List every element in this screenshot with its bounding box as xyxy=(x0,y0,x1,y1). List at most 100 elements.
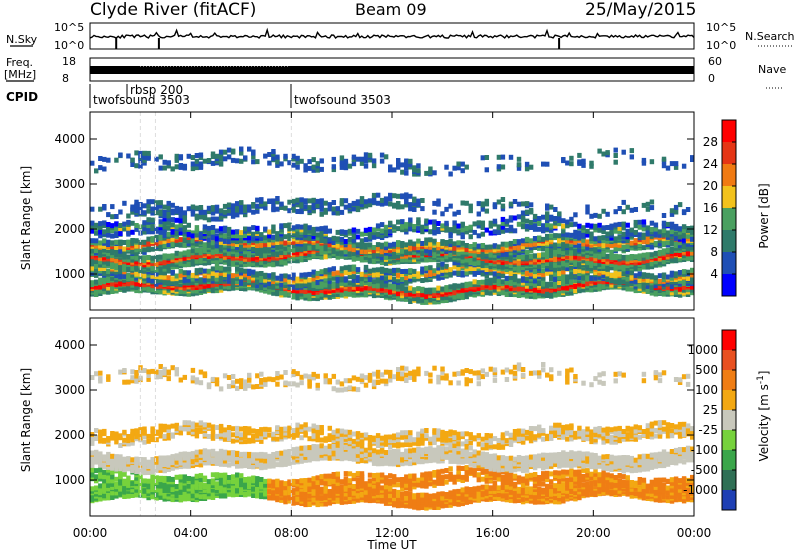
heatmap-cell xyxy=(673,223,679,229)
heatmap-cell xyxy=(214,288,220,294)
heatmap-cell xyxy=(118,285,123,291)
heatmap-cell xyxy=(500,206,506,212)
heatmap-cell xyxy=(98,252,103,258)
heatmap-cell xyxy=(114,252,119,258)
heatmap-cell xyxy=(178,218,184,224)
heatmap-cell xyxy=(468,289,473,295)
heatmap-cell xyxy=(114,157,119,163)
heatmap-cell xyxy=(428,219,433,225)
heatmap-cell xyxy=(271,260,276,266)
heatmap-cell xyxy=(621,199,626,205)
heatmap-cell xyxy=(613,159,618,165)
heatmap-cell xyxy=(239,274,244,280)
heatmap-cell xyxy=(400,284,405,290)
heatmap-cell xyxy=(371,245,377,250)
heatmap-cell xyxy=(500,251,506,257)
heatmap-cell xyxy=(416,238,421,244)
heatmap-cell xyxy=(170,280,175,286)
heatmap-cell xyxy=(114,269,119,275)
heatmap-cell xyxy=(569,216,574,222)
heatmap-cell xyxy=(347,264,353,270)
heatmap-cell xyxy=(146,266,151,272)
heatmap-cell xyxy=(573,288,578,294)
heatmap-cell xyxy=(275,244,280,250)
heatmap-cell xyxy=(392,193,397,199)
heatmap-cell xyxy=(561,274,566,279)
heatmap-cell xyxy=(335,292,341,297)
heatmap-cell xyxy=(154,271,159,277)
heatmap-cell xyxy=(641,160,647,166)
heatmap-cell xyxy=(400,241,405,246)
heatmap-cell xyxy=(114,282,119,288)
heatmap-cell xyxy=(404,286,409,292)
heatmap-cell xyxy=(690,255,695,261)
heatmap-cell xyxy=(649,244,655,250)
heatmap-cell xyxy=(331,206,337,212)
heatmap-cell xyxy=(428,229,433,235)
heatmap-cell xyxy=(359,271,365,277)
heatmap-cell xyxy=(516,221,522,227)
heatmap-cell xyxy=(496,154,502,160)
heatmap-cell xyxy=(371,272,377,278)
heatmap-cell xyxy=(408,272,413,278)
heatmap-cell xyxy=(597,222,602,228)
heatmap-cell xyxy=(247,226,252,232)
heatmap-cell xyxy=(690,272,695,278)
heatmap-cell xyxy=(98,233,103,239)
heatmap-cell xyxy=(545,215,550,221)
heatmap-cell xyxy=(239,230,244,236)
heatmap-cell xyxy=(456,293,461,299)
heatmap-cell xyxy=(90,224,95,229)
heatmap-cell xyxy=(504,275,510,281)
heatmap-cell xyxy=(307,198,312,204)
heatmap-cell xyxy=(617,221,622,227)
heatmap-cell xyxy=(589,231,594,237)
heatmap-cell xyxy=(690,155,695,161)
heatmap-cell xyxy=(645,225,651,231)
heatmap-cell xyxy=(335,270,341,276)
heatmap-cell xyxy=(230,233,236,239)
heatmap-cell xyxy=(500,246,506,252)
heatmap-cell xyxy=(307,242,312,248)
nsky-label: N.Sky xyxy=(6,33,38,46)
heatmap-cell xyxy=(645,277,651,283)
heatmap-cell xyxy=(440,239,445,245)
heatmap-cell xyxy=(247,238,252,243)
heatmap-cell xyxy=(690,267,695,273)
heatmap-cell xyxy=(581,275,586,281)
heatmap-cell xyxy=(303,230,308,235)
heatmap-cell xyxy=(363,203,369,209)
heatmap-cell xyxy=(613,283,618,289)
heatmap-cell xyxy=(593,251,598,257)
heatmap-cell xyxy=(255,159,260,165)
heatmap-cell xyxy=(665,274,671,280)
heatmap-cell xyxy=(106,248,111,253)
heatmap-cell xyxy=(528,280,534,286)
heatmap-cell xyxy=(271,155,276,161)
heatmap-cell xyxy=(476,233,482,239)
heatmap-cell xyxy=(267,242,272,248)
heatmap-cell xyxy=(259,197,264,203)
heatmap-cell xyxy=(537,240,542,246)
heatmap-cell xyxy=(524,201,530,207)
heatmap-cell xyxy=(468,208,473,214)
heatmap-cell xyxy=(545,218,550,224)
heatmap-cell xyxy=(396,253,401,259)
heatmap-cell xyxy=(343,289,349,295)
heatmap-cell xyxy=(375,200,381,206)
heatmap-cell xyxy=(142,255,147,261)
heatmap-cell xyxy=(408,221,413,227)
heatmap-cell xyxy=(472,221,477,227)
heatmap-cell xyxy=(541,281,546,287)
heatmap-cell xyxy=(597,261,602,267)
heatmap-cell xyxy=(239,236,244,242)
heatmap-cell xyxy=(275,231,280,237)
heatmap-cell xyxy=(178,206,184,212)
nsky-panel xyxy=(89,22,695,50)
heatmap-cell xyxy=(311,245,316,251)
heatmap-cell xyxy=(186,277,192,283)
heatmap-cell xyxy=(649,227,655,232)
heatmap-cell xyxy=(480,220,486,226)
heatmap-cell xyxy=(621,271,626,277)
heatmap-cell xyxy=(375,242,381,248)
